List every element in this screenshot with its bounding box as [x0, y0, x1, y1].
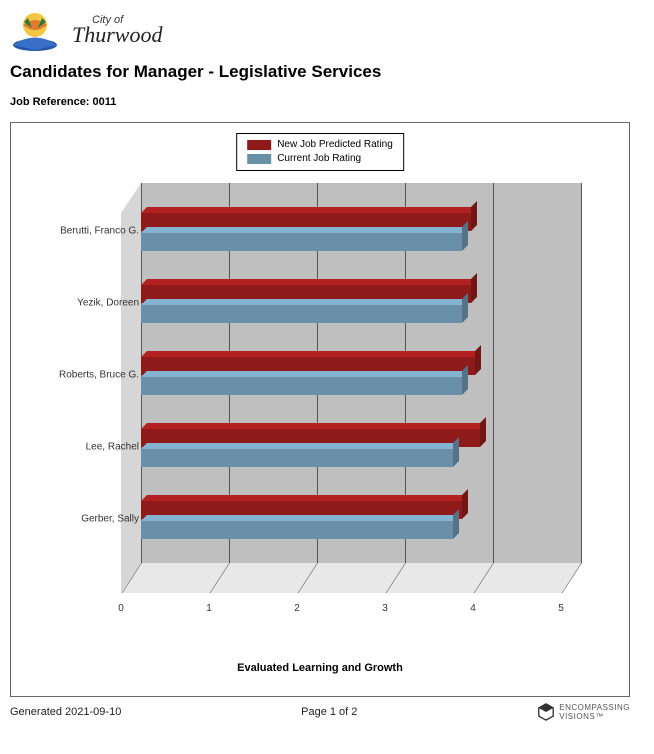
vendor-logo: ENCOMPASSING VISIONS™ — [537, 703, 630, 721]
x-tick-label: 1 — [206, 603, 212, 614]
hexagon-icon — [537, 703, 555, 721]
gridline — [581, 183, 582, 563]
vendor-line2: VISIONS™ — [559, 712, 603, 721]
chart-sidewall — [121, 183, 141, 593]
bar — [141, 377, 462, 395]
bar — [141, 449, 453, 467]
legend-swatch-current-job — [247, 154, 271, 164]
report-footer: Generated 2021-09-10 Page 1 of 2 ENCOMPA… — [10, 703, 630, 721]
gridline — [493, 183, 494, 563]
x-tick-label: 4 — [470, 603, 476, 614]
candidate-label: Berutti, Franco G. — [39, 226, 139, 237]
x-tick-label: 5 — [558, 603, 564, 614]
bar — [141, 233, 462, 251]
city-title-block: City of Thurwood — [72, 14, 162, 48]
chart-floor — [121, 563, 601, 593]
candidate-label: Yezik, Doreen — [39, 298, 139, 309]
x-tick-label: 3 — [382, 603, 388, 614]
chart-plot-area: 012345 — [121, 183, 601, 603]
legend-item: New Job Predicted Rating — [247, 138, 393, 152]
page-title: Candidates for Manager - Legislative Ser… — [10, 62, 644, 82]
city-name: Thurwood — [72, 22, 162, 48]
legend-item: Current Job Rating — [247, 152, 393, 166]
job-reference: Job Reference: 0011 — [10, 96, 644, 108]
candidate-label: Roberts, Bruce G. — [39, 370, 139, 381]
city-logo — [10, 10, 60, 52]
legend-swatch-new-job — [247, 140, 271, 150]
legend-label: Current Job Rating — [277, 152, 361, 166]
candidate-label: Gerber, Sally — [39, 514, 139, 525]
chart-container: New Job Predicted Rating Current Job Rat… — [10, 122, 630, 697]
vendor-line1: ENCOMPASSING — [559, 703, 630, 712]
bar — [141, 521, 453, 539]
generated-timestamp: Generated 2021-09-10 — [10, 706, 121, 718]
chart-legend: New Job Predicted Rating Current Job Rat… — [236, 133, 404, 171]
page-indicator: Page 1 of 2 — [301, 706, 357, 718]
legend-label: New Job Predicted Rating — [277, 138, 393, 152]
x-tick-label: 2 — [294, 603, 300, 614]
x-axis-label: Evaluated Learning and Growth — [237, 662, 403, 674]
bar — [141, 305, 462, 323]
report-header: City of Thurwood — [10, 10, 644, 52]
vendor-text: ENCOMPASSING VISIONS™ — [559, 703, 630, 721]
candidate-label: Lee, Rachel — [39, 442, 139, 453]
x-tick-label: 0 — [118, 603, 124, 614]
